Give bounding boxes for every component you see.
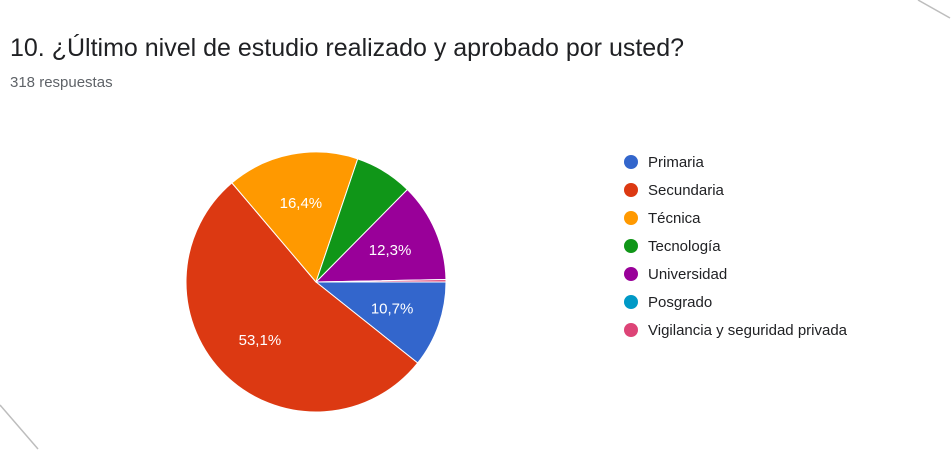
legend-item[interactable]: Técnica <box>624 204 847 232</box>
legend-label: Posgrado <box>648 293 713 311</box>
chart-legend: Primaria Secundaria Técnica Tecnología Unive… <box>624 148 847 344</box>
legend-item[interactable]: Secundaria <box>624 176 847 204</box>
slice-value-label: 12,3% <box>369 242 412 259</box>
legend-item[interactable]: Tecnología <box>624 232 847 260</box>
legend-swatch <box>624 155 638 169</box>
legend-swatch <box>624 211 638 225</box>
slice-value-label: 10,7% <box>371 301 414 318</box>
pie-slice-universidad <box>314 188 447 283</box>
legend-label: Secundaria <box>648 181 724 199</box>
slice-value-label: 16,4% <box>280 195 323 212</box>
legend-label: Universidad <box>648 265 728 283</box>
legend-label: Primaria <box>648 153 704 171</box>
legend-swatch <box>624 267 638 281</box>
legend-label: Vigilancia y seguridad privada <box>648 321 848 339</box>
slice-value-label: 53,1% <box>239 332 282 349</box>
legend-swatch <box>624 295 638 309</box>
response-count: 318 respuestas <box>10 74 113 91</box>
pie-slice-técnica <box>231 151 359 283</box>
legend-swatch <box>624 323 638 337</box>
legend-item[interactable]: Universidad <box>624 260 847 288</box>
legend-label: Técnica <box>648 209 701 227</box>
legend-item[interactable]: Primaria <box>624 148 847 176</box>
pie-slice-secundaria <box>185 182 419 413</box>
legend-item[interactable]: Posgrado <box>624 288 847 316</box>
legend-item[interactable]: Vigilancia y seguridad privada <box>624 316 847 344</box>
legend-swatch <box>624 239 638 253</box>
legend-label: Tecnología <box>648 237 721 255</box>
legend-swatch <box>624 183 638 197</box>
pie-slice-tecnología <box>315 158 409 283</box>
question-title: 10. ¿Último nivel de estudio realizado y… <box>10 34 685 62</box>
pie-slice-primaria <box>314 281 447 364</box>
